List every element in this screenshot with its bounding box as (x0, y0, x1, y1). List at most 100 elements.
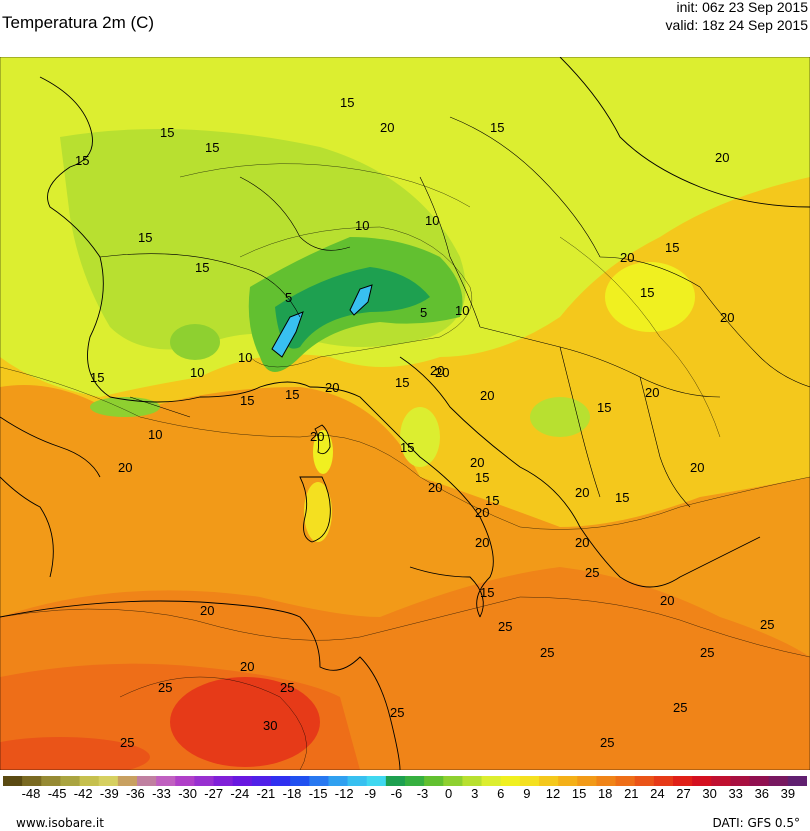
color-scale-label: -39 (99, 786, 119, 801)
contour-label: 10 (425, 213, 439, 228)
contour-label: 20 (645, 385, 659, 400)
alps-cold-east (349, 284, 373, 316)
contour-label: 15 (90, 370, 104, 385)
color-scale-swatch (79, 776, 100, 786)
color-scale-swatch (60, 776, 81, 786)
color-scale-swatch (117, 776, 138, 786)
contour-label: 15 (138, 230, 152, 245)
color-scale-label: 33 (728, 786, 743, 801)
contour-label: 25 (158, 680, 172, 695)
contour-label: 15 (640, 285, 654, 300)
color-scale-swatch (673, 776, 693, 786)
contour-label: 10 (355, 218, 369, 233)
color-scale-swatch (787, 776, 807, 786)
contour-label: 15 (240, 393, 254, 408)
color-scale-label: 0 (444, 786, 453, 801)
color-scale-swatch (634, 776, 655, 786)
color-scale-label: 39 (780, 786, 796, 801)
color-scale-swatch (749, 776, 770, 786)
color-scale-swatch (251, 776, 272, 786)
color-scale-swatch (481, 776, 502, 786)
corsica-patch (313, 430, 333, 474)
contour-label: 15 (340, 95, 354, 110)
contour-label: 20 (660, 593, 674, 608)
color-scale-label: -12 (334, 786, 354, 801)
color-scale-bar (3, 776, 807, 786)
contour-label: 15 (205, 140, 219, 155)
color-scale-label: -9 (364, 786, 377, 801)
color-scale-swatch (711, 776, 731, 786)
color-scale-label: -27 (204, 786, 224, 801)
contour-label: 15 (75, 153, 89, 168)
contour-label: 20 (200, 603, 214, 618)
color-scale-swatch (443, 776, 463, 786)
color-scale-swatch (328, 776, 349, 786)
color-scale-labels: -48 -45 -42 -39 -36 -33 -30 -27 -24 -21 -18 -15 -12-… (0, 786, 810, 804)
alps-cold-west (271, 311, 304, 358)
contour-label: 10 (238, 350, 252, 365)
color-scale-swatch (290, 776, 310, 786)
color-scale-label: 12 (545, 786, 561, 801)
contour-label: 15 (285, 387, 299, 402)
carpathian-patch (605, 262, 695, 332)
contour-label: 20 (475, 535, 489, 550)
color-scale-swatch (462, 776, 483, 786)
contour-label: 20 (118, 460, 132, 475)
contour-label: 10 (455, 303, 469, 318)
color-scale-label: 6 (497, 786, 505, 801)
contour-labels: 15 15 15 15 10 15 15 20 15 10 15 10 5 5 … (75, 95, 774, 750)
color-scale-label: 9 (523, 786, 531, 801)
contour-label: 20 (430, 363, 444, 378)
contour-label: 10 (190, 365, 204, 380)
color-scale-swatch (539, 776, 559, 786)
site-label: www.isobare.it (16, 816, 104, 830)
contour-label: 15 (395, 375, 409, 390)
color-scale-swatch (615, 776, 636, 786)
massif-central-patch (170, 324, 220, 360)
contour-label: 25 (600, 735, 614, 750)
color-scale-swatch (271, 776, 291, 786)
contour-label: 20 (575, 485, 589, 500)
color-scale-swatch (653, 776, 674, 786)
contour-label: 20 (620, 250, 634, 265)
color-scale-swatch (194, 776, 215, 786)
contour-label: 15 (475, 470, 489, 485)
color-scale-swatch (768, 776, 789, 786)
country-borders (99, 116, 810, 508)
contour-label: 20 (325, 380, 339, 395)
color-scale-swatch (22, 776, 42, 786)
color-scale-swatch (41, 776, 61, 786)
color-scale-label: 36 (754, 786, 770, 801)
color-scale-swatch (385, 776, 406, 786)
color-scale-swatch (366, 776, 387, 786)
color-scale-swatch (558, 776, 578, 786)
contour-label: 20 (428, 480, 442, 495)
color-scale-label: 24 (650, 786, 665, 801)
contour-label: 20 (310, 429, 324, 444)
contour-label: 25 (673, 700, 687, 715)
contour-label: 20 (470, 455, 484, 470)
contour-label: 25 (540, 645, 554, 660)
isotherms (0, 163, 810, 770)
contour-label: 5 (285, 290, 292, 305)
contour-label: 15 (480, 585, 494, 600)
color-scale-label: -18 (282, 786, 302, 801)
color-scale-swatch (98, 776, 119, 786)
sahara-hot-core-2 (0, 737, 150, 770)
contour-label: 20 (435, 365, 449, 380)
color-scale-swatch (347, 776, 368, 786)
color-scale-swatch (692, 776, 712, 786)
contour-label: 15 (615, 490, 629, 505)
color-scale-label: -42 (73, 786, 93, 801)
color-scale-label: -48 (21, 786, 41, 801)
color-scale-swatch (213, 776, 234, 786)
color-scale-swatch (500, 776, 521, 786)
contour-label: 15 (665, 240, 679, 255)
apennine-patch (400, 407, 440, 467)
sardinia-patch (304, 482, 332, 542)
contour-label: 25 (585, 565, 599, 580)
color-scale-swatch (3, 776, 23, 786)
contour-label: 15 (160, 125, 174, 140)
color-scale-label: -30 (178, 786, 197, 801)
color-scale-label: -3 (416, 786, 429, 801)
